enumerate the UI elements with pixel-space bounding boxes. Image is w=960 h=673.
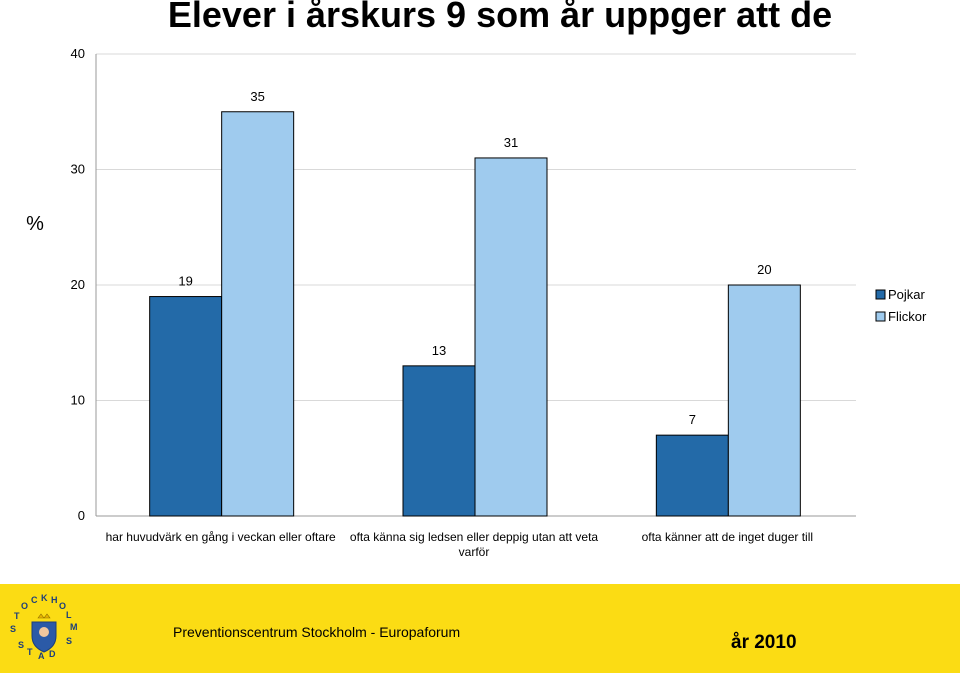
svg-text:O: O <box>59 601 66 611</box>
svg-text:M: M <box>70 622 78 632</box>
bar-flickor <box>474 157 548 517</box>
data-label: 20 <box>757 262 771 277</box>
svg-text:A: A <box>38 651 45 661</box>
data-label: 35 <box>250 89 264 104</box>
svg-text:D: D <box>49 649 56 659</box>
svg-text:H: H <box>51 595 58 605</box>
svg-text:L: L <box>66 610 72 620</box>
data-label: 31 <box>504 135 518 150</box>
y-tick-label: 10 <box>71 393 85 408</box>
footer-organization: Preventionscentrum Stockholm - Europafor… <box>173 624 461 640</box>
legend-label-flickor: Flickor <box>888 309 927 324</box>
legend-swatch-pojkar <box>875 289 886 300</box>
bar-flickor <box>727 284 801 517</box>
bar-chart: 0 10 20 30 40% 19 35 har huvudvärk en gång i ve… <box>26 46 927 559</box>
data-label: 7 <box>689 412 696 427</box>
data-label: 19 <box>178 274 192 289</box>
x-category-label: ofta känner att de inget duger till <box>642 530 813 544</box>
data-label: 13 <box>432 343 446 358</box>
y-axis-title: % <box>26 213 44 235</box>
legend-label-pojkar: Pojkar <box>888 287 926 302</box>
x-category-label: varför <box>459 545 490 559</box>
svg-text:S: S <box>18 640 24 650</box>
svg-text:S: S <box>10 624 16 634</box>
svg-text:T: T <box>14 611 20 621</box>
y-tick-label: 0 <box>78 508 85 523</box>
chart-title: Elever i årskurs 9 som år uppger att de <box>167 0 833 35</box>
svg-text:S: S <box>66 636 72 646</box>
x-category-label: har huvudvärk en gång i veckan eller oft… <box>106 530 336 544</box>
y-tick-label: 40 <box>71 46 85 61</box>
bar-pojkar <box>402 365 476 517</box>
svg-text:C: C <box>31 595 38 605</box>
legend-swatch-flickor <box>875 311 886 322</box>
svg-text:K: K <box>41 593 48 603</box>
svg-text:O: O <box>21 601 28 611</box>
x-category-label: ofta känna sig ledsen eller deppig utan … <box>350 530 599 544</box>
footer-year: år 2010 <box>731 632 797 653</box>
bar-pojkar <box>149 296 223 517</box>
y-tick-label: 30 <box>71 162 85 177</box>
bar-pojkar <box>655 434 729 517</box>
bar-flickor <box>221 111 295 517</box>
svg-text:T: T <box>27 647 33 657</box>
y-tick-label: 20 <box>71 277 85 292</box>
